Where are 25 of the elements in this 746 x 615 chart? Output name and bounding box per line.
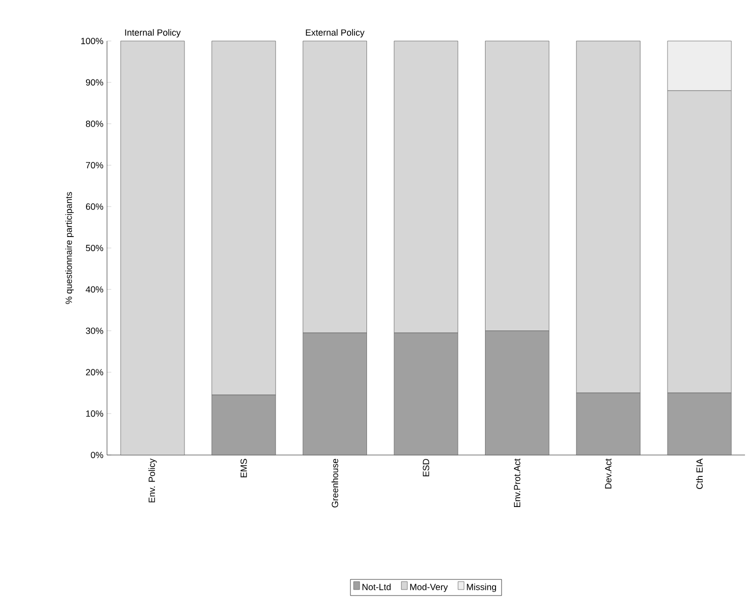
y-axis-title: % questionnaire participants: [65, 192, 74, 304]
annotation: Internal Policy: [125, 29, 181, 38]
y-tick-label: 10%: [86, 410, 104, 417]
x-tick-label: Greenhouse: [332, 458, 338, 508]
x-tick-label: ESD: [422, 458, 430, 476]
annotation: External Policy: [306, 29, 364, 38]
y-tick-label: 30%: [86, 328, 104, 334]
y-tick-label: 60%: [86, 203, 104, 210]
bar: [120, 40, 185, 456]
y-tick-label: 0%: [90, 452, 104, 458]
legend-label: Not-Ltd: [362, 584, 391, 590]
legend-label: Mod-Very: [410, 584, 448, 592]
x-tick-label: Env. Policy: [148, 458, 157, 502]
x-tick-label: Dev.Act: [605, 458, 612, 489]
y-tick-label: 100%: [81, 38, 104, 44]
legend-label: Missing: [466, 584, 496, 592]
x-tick-label: Cth EIA: [696, 458, 703, 489]
y-tick-label: 90%: [86, 79, 104, 86]
y-tick-label: 40%: [86, 286, 104, 293]
y-tick-label: 80%: [86, 120, 104, 127]
x-tick-label: EMS: [240, 458, 247, 478]
x-tick-label: Env.Prot.Act: [514, 458, 520, 507]
y-tick-label: 70%: [86, 162, 104, 168]
y-tick-label: 20%: [86, 369, 104, 376]
y-tick-label: 50%: [86, 244, 104, 252]
